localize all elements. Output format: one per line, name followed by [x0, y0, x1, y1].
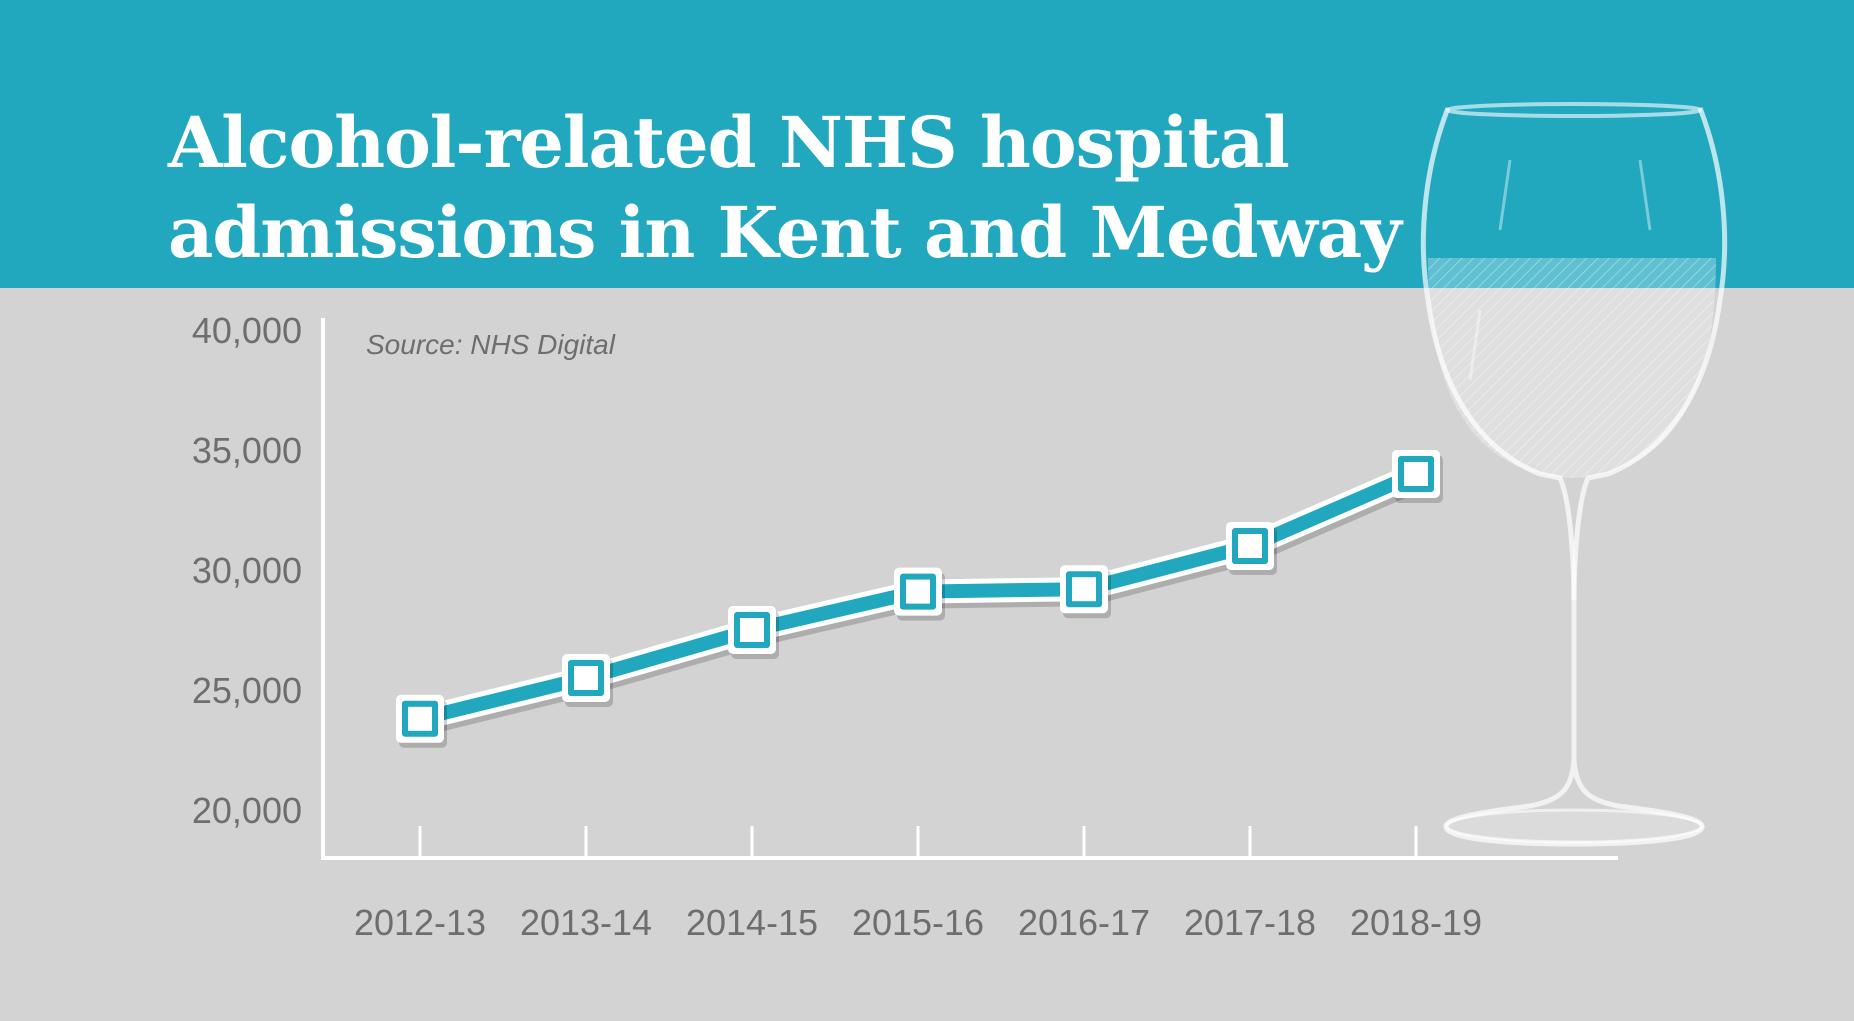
x-tick-label: 2017-18 [1184, 902, 1316, 943]
x-tick-labels: 2012-13 2013-14 2014-15 2015-16 2016-17 2017-… [354, 902, 1482, 943]
data-point [562, 654, 613, 707]
y-tick-label: 30,000 [192, 550, 302, 591]
chart-title: Alcohol-related NHS hospital admissions … [168, 98, 1402, 278]
y-tick-label: 35,000 [192, 430, 302, 471]
title-line-1: Alcohol-related NHS hospital [168, 101, 1290, 184]
data-point [894, 567, 945, 621]
y-tick-label: 25,000 [192, 670, 302, 711]
data-point [1060, 565, 1111, 619]
data-point [1392, 450, 1443, 503]
x-tick-label: 2015-16 [852, 902, 984, 943]
x-tick-label: 2013-14 [520, 902, 652, 943]
header-banner: Alcohol-related NHS hospital admissions … [0, 0, 1854, 288]
y-tick-labels: 40,000 35,000 30,000 25,000 20,000 [192, 310, 302, 831]
title-line-2: admissions in Kent and Medway [168, 191, 1402, 274]
x-tick-label: 2016-17 [1018, 902, 1150, 943]
x-tick-label: 2018-19 [1350, 902, 1482, 943]
data-point [728, 606, 779, 659]
data-point [1226, 522, 1277, 575]
x-tick-marks [418, 826, 1418, 858]
x-tick-label: 2012-13 [354, 902, 486, 943]
data-point-markers [396, 450, 1443, 748]
y-tick-label: 20,000 [192, 790, 302, 831]
x-tick-label: 2014-15 [686, 902, 818, 943]
source-note: Source: NHS Digital [366, 329, 616, 360]
data-point [396, 694, 447, 748]
y-tick-label: 40,000 [192, 310, 302, 351]
